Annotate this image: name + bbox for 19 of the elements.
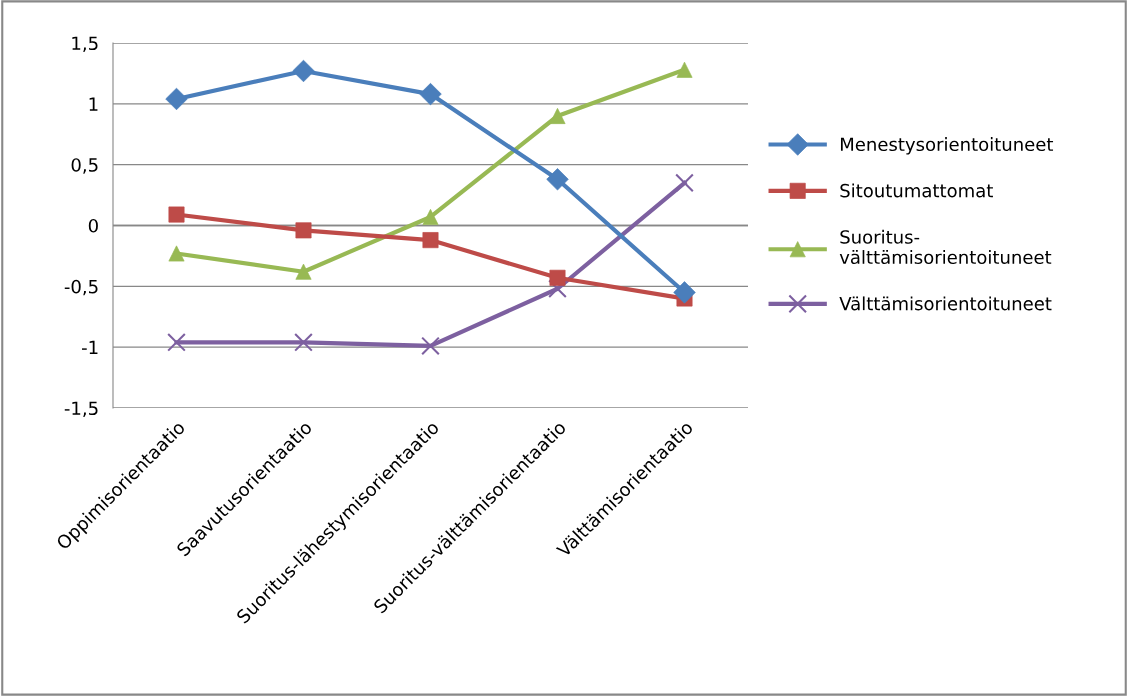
y-tick-label: 0,5: [71, 158, 98, 174]
legend-label: Välttämisorientoituneet: [839, 296, 1052, 311]
point: [167, 332, 186, 352]
y-tick-label: -0,5: [64, 279, 98, 296]
point: [294, 332, 313, 352]
y-tick-label: -1: [81, 340, 98, 355]
legend-label: Sitoutumattomat: [840, 183, 993, 198]
legend-label: Menestysorientoituneet: [840, 137, 1054, 155]
y-tick-label: 1: [89, 97, 98, 111]
point: [549, 108, 566, 124]
point: [675, 173, 694, 193]
point: [292, 59, 315, 83]
y-tick-label: -1,5: [64, 401, 98, 417]
legend-label: Suoritus- välttämisorientoituneet: [839, 229, 1052, 265]
y-tick-label: 0: [88, 218, 98, 233]
point: [165, 87, 188, 111]
point: [421, 336, 440, 356]
y-tick-label: 1,5: [72, 36, 98, 52]
point: [422, 208, 439, 225]
